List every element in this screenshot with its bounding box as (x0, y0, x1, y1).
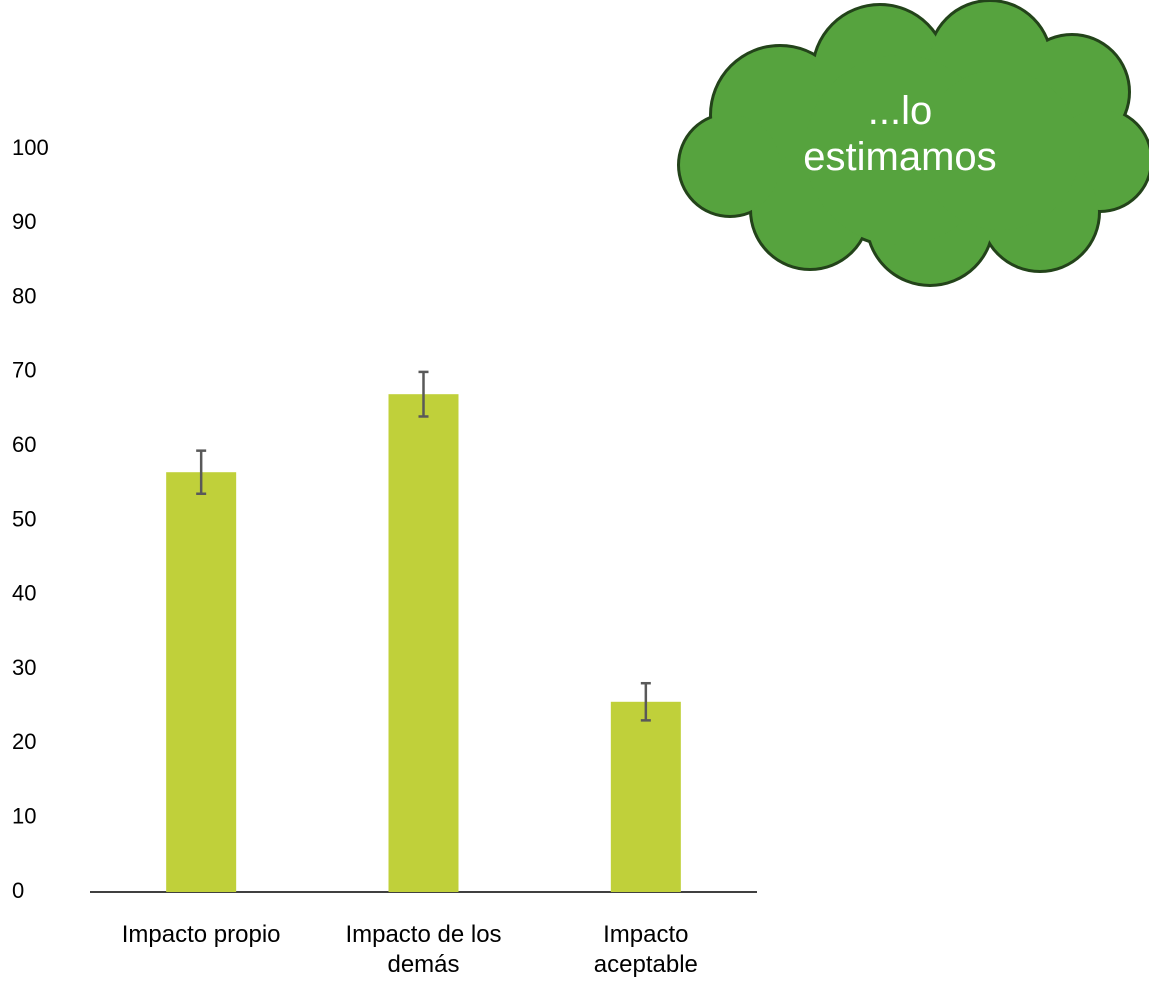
cloud-text-line: estimamos (740, 134, 1060, 180)
cloud-text-line: ...lo (740, 88, 1060, 134)
x-tick-label-line: Impacto (526, 920, 766, 950)
x-tick-label-line: Impacto propio (81, 920, 321, 950)
bar (611, 702, 681, 892)
page: 0 10 20 30 40 50 60 70 80 90 100 ...loestimamos Im… (0, 0, 1149, 993)
y-tick-label: 70 (12, 358, 36, 383)
x-tick-label-line: demás (304, 950, 544, 980)
bar (166, 472, 236, 892)
y-tick-label: 0 (12, 878, 24, 903)
y-tick-label: 20 (12, 729, 36, 754)
y-tick-label: 80 (12, 283, 36, 308)
y-tick-label: 50 (12, 506, 36, 531)
y-tick-label: 40 (12, 581, 36, 606)
bar (389, 394, 459, 892)
x-tick-label-line: Impacto de los (304, 920, 544, 950)
x-tick-label: Impacto propio (81, 920, 321, 950)
y-tick-label: 60 (12, 432, 36, 457)
y-tick-label: 90 (12, 209, 36, 234)
x-tick-label-line: aceptable (526, 950, 766, 980)
y-tick-label: 30 (12, 655, 36, 680)
y-tick-label: 100 (12, 135, 49, 160)
y-tick-label: 10 (12, 804, 36, 829)
